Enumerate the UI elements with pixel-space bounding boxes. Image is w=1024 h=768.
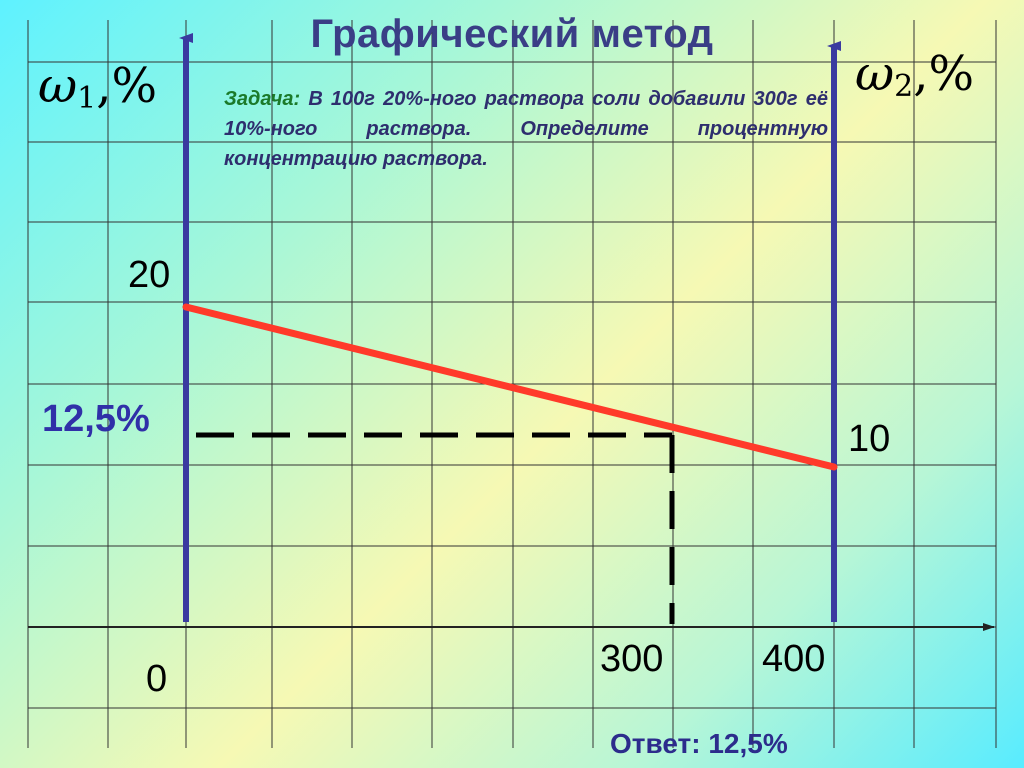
answer-value-label: 12,5% [42,398,150,440]
omega-symbol: ω [38,58,78,114]
x-end-label: 400 [762,638,826,680]
right-axis-unit: ,% [913,46,975,102]
x-origin-label: 0 [146,658,168,700]
answer-text: Ответ: 12,5% [610,728,788,759]
problem-statement: Задача: В 100г 20%-ного раствора соли до… [224,84,828,174]
right-axis-label: ω2,% [855,50,974,102]
omega-symbol: ω [855,46,895,102]
problem-text: В 100г 20%-ного раствора соли добавили 3… [224,88,828,170]
right-axis-subscript: 2 [894,69,914,104]
right-axis-value-label: 10 [848,418,891,460]
left-axis-label: ω1,% [38,62,157,114]
left-axis-unit: ,% [96,58,158,114]
mix-line [182,303,838,471]
left-axis-value-label: 20 [128,254,171,296]
x-mix-label: 300 [600,638,664,680]
left-axis-subscript: 1 [77,81,97,116]
page-title: Графический метод [310,12,714,56]
problem-lead: Задача: [224,88,301,110]
